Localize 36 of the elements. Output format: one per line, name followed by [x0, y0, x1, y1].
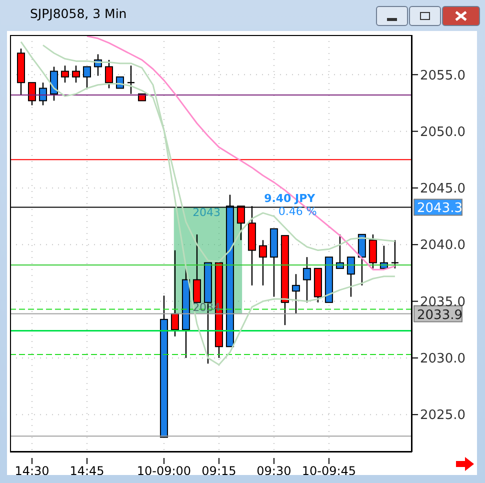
y-tick-label: 2045.0	[420, 182, 466, 197]
candlestick	[28, 82, 36, 106]
candlestick	[292, 273, 300, 314]
y-tick-label: 2040.0	[420, 238, 466, 254]
y-tick-label: 2030.0	[420, 352, 466, 367]
candlestick	[38, 82, 47, 106]
annotation: 9.40 JPY	[264, 192, 316, 206]
x-tick-label: 14:30	[14, 464, 50, 478]
annotation: 0.46 %	[278, 205, 317, 218]
annotation: 2043	[192, 206, 221, 220]
candlestick	[358, 234, 366, 286]
candlestick	[192, 234, 201, 304]
x-tick-label: 09:15	[202, 464, 236, 478]
y-tick-label: 2025.0	[420, 408, 466, 424]
x-tick-label: 10-09:45	[302, 464, 356, 478]
candlestick	[368, 234, 377, 270]
ref-line-label: 2033.9	[417, 308, 462, 323]
line-series	[86, 35, 396, 270]
ref-line-label: 2043.3	[417, 201, 462, 216]
candlestick	[346, 256, 355, 298]
y-tick-label: 2055.0	[420, 68, 466, 84]
candlestick	[50, 66, 58, 102]
line-series	[20, 41, 396, 366]
candlestick	[390, 240, 400, 270]
chart-title: SJPJ8058, 3 Min	[30, 6, 127, 21]
x-tick-label: 14:45	[70, 464, 104, 478]
x-tick-label: 09:30	[256, 464, 292, 478]
candlestick	[72, 64, 80, 84]
candlestick	[60, 64, 69, 84]
candlestick	[302, 256, 311, 304]
candlestick	[82, 66, 91, 89]
candlestick	[258, 240, 267, 286]
x-tick-label: 10-09:00	[136, 464, 192, 478]
candlestick	[104, 59, 113, 89]
candlestick	[170, 250, 179, 338]
y-tick-label: 2050.0	[420, 124, 466, 140]
